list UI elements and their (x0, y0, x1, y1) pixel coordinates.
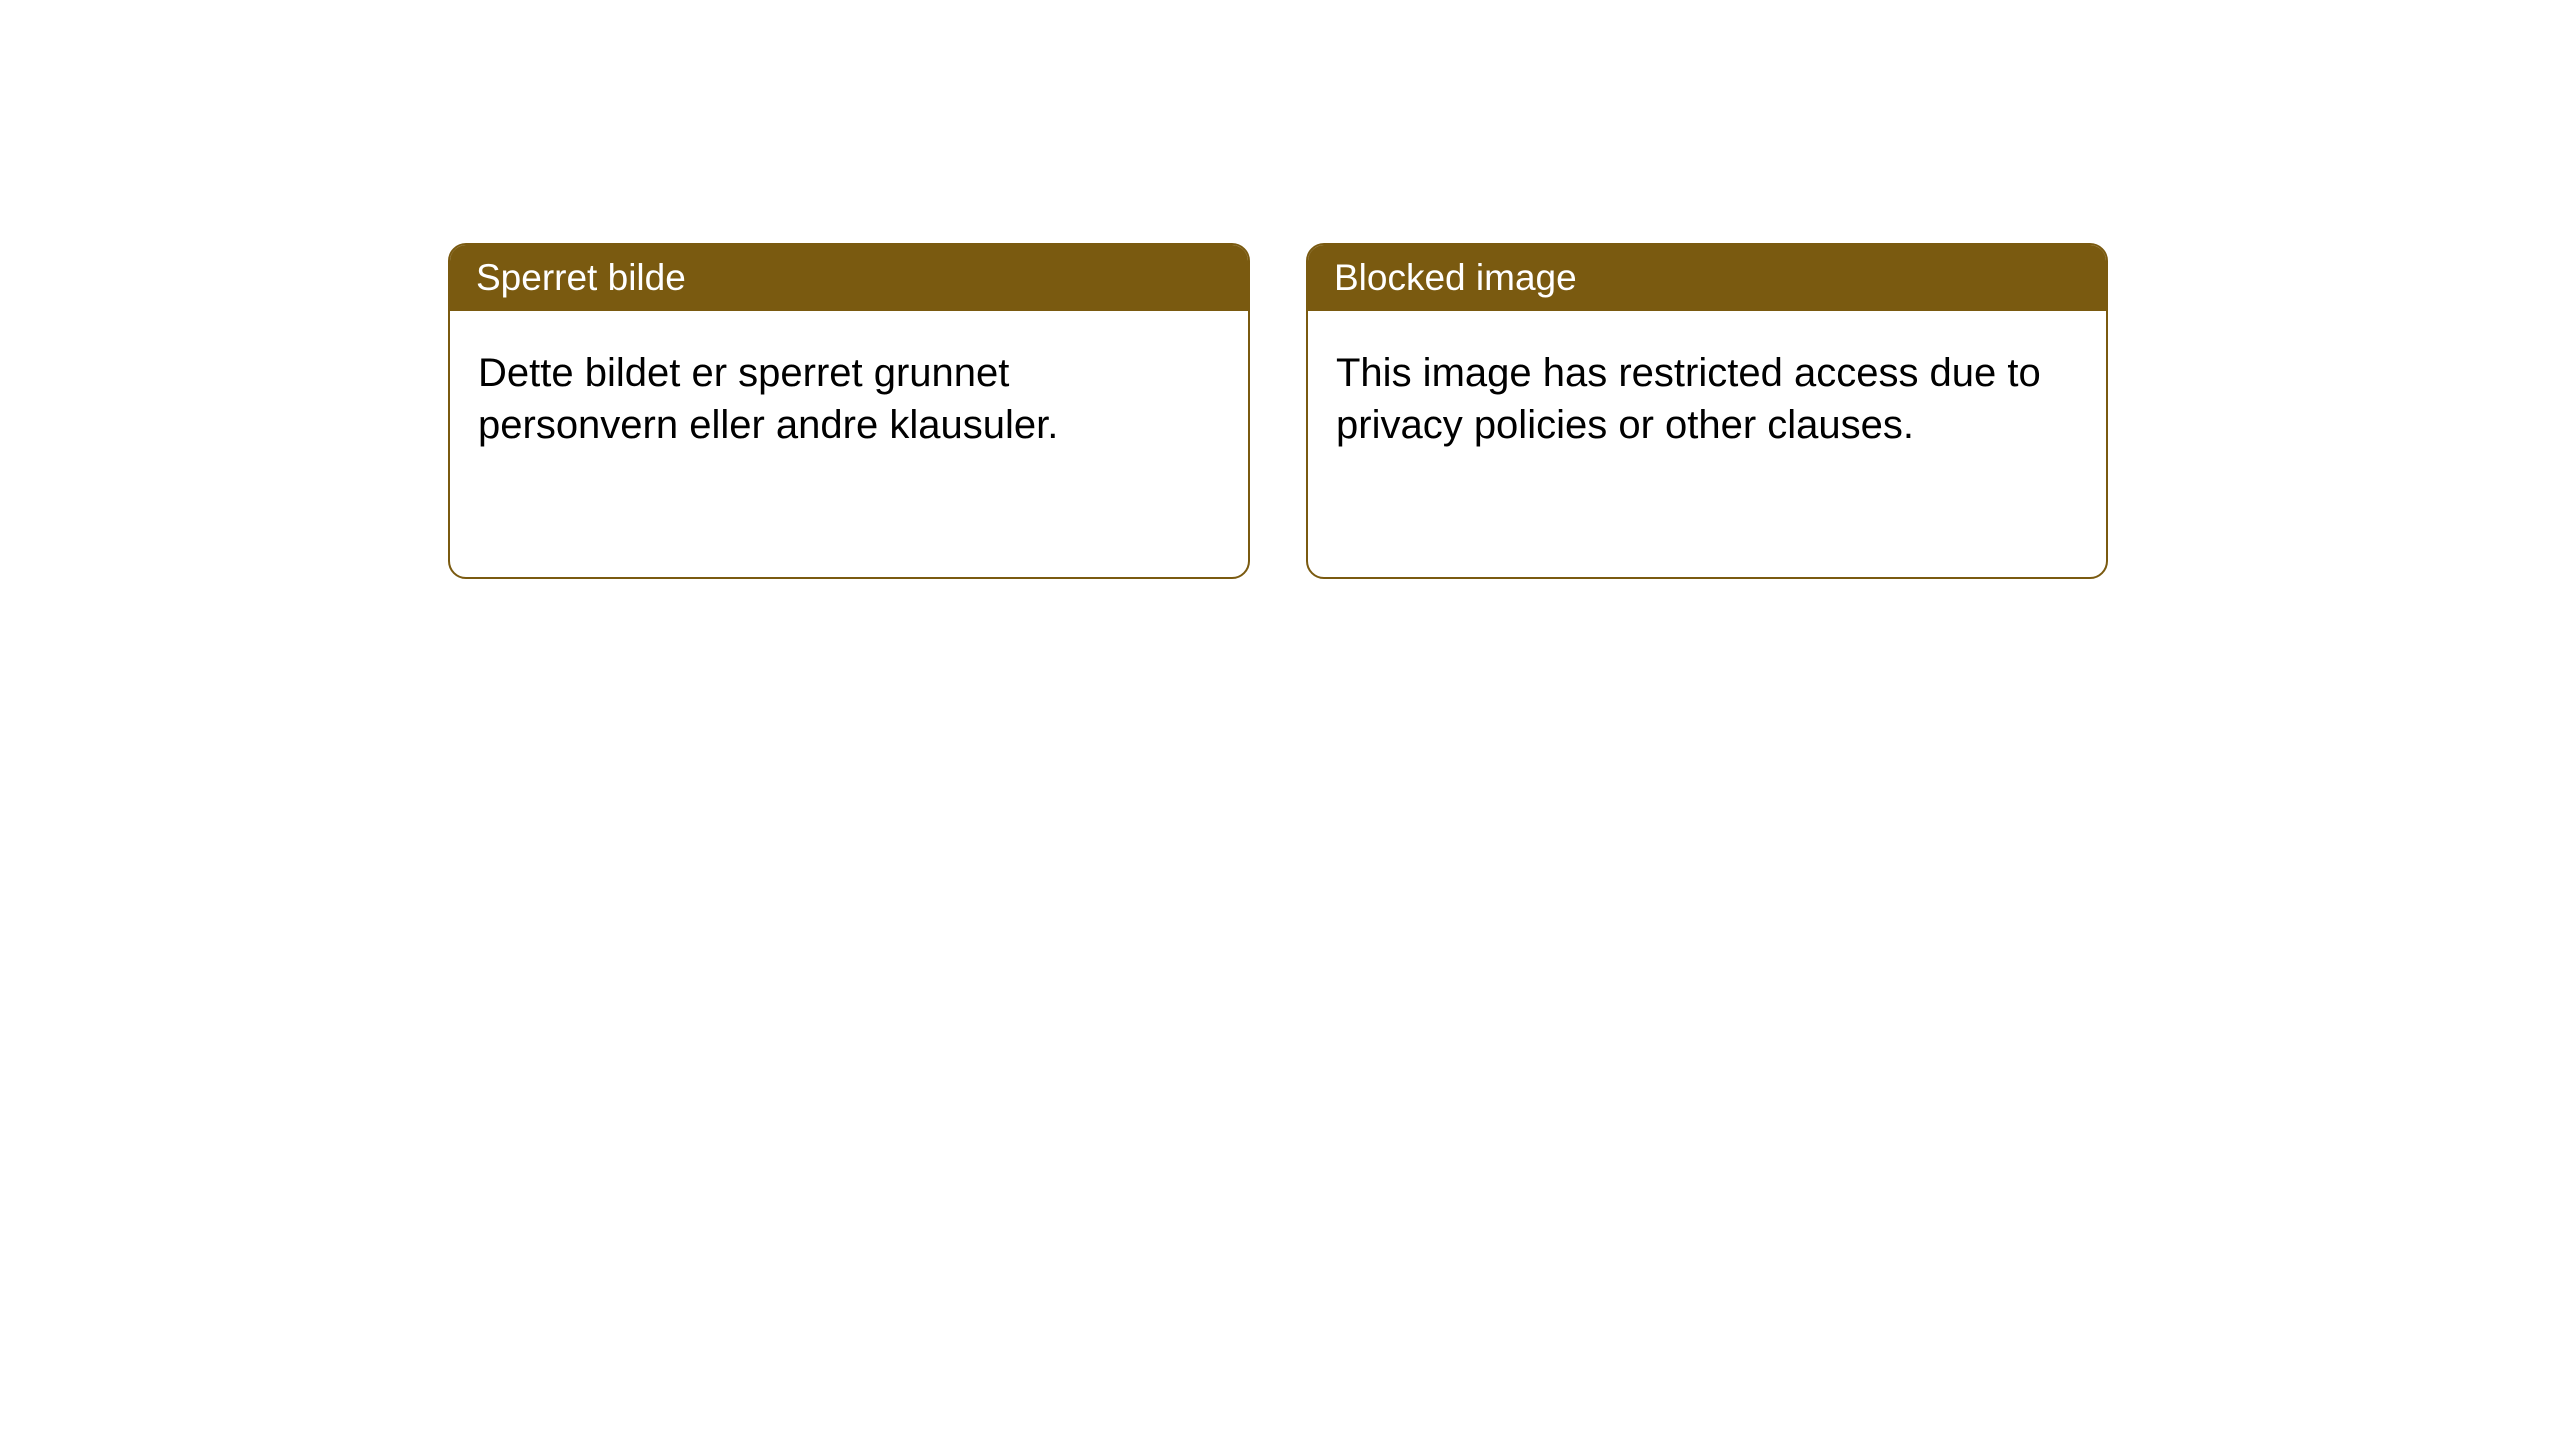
notice-card-body: This image has restricted access due to … (1308, 311, 2106, 451)
notice-card-header: Blocked image (1308, 245, 2106, 311)
notice-card-header: Sperret bilde (450, 245, 1248, 311)
notice-card-nb: Sperret bilde Dette bildet er sperret gr… (448, 243, 1250, 579)
notice-cards-row: Sperret bilde Dette bildet er sperret gr… (448, 243, 2108, 579)
notice-card-en: Blocked image This image has restricted … (1306, 243, 2108, 579)
notice-card-body: Dette bildet er sperret grunnet personve… (450, 311, 1248, 451)
